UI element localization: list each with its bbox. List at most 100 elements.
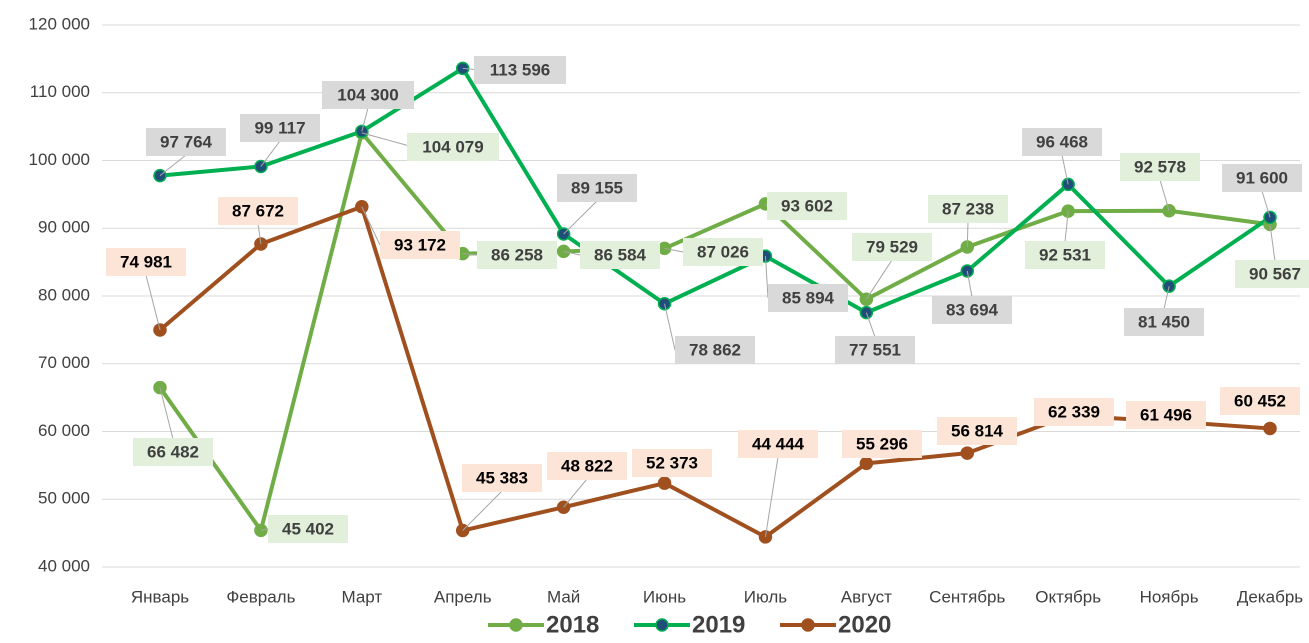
label-box — [268, 515, 348, 543]
x-tick-label: Декабрь — [1237, 587, 1303, 606]
data-label: 104 079 — [422, 137, 483, 156]
data-label: 89 155 — [571, 178, 623, 197]
data-label: 52 373 — [646, 453, 698, 472]
leader-line — [764, 256, 769, 299]
data-label: 56 814 — [951, 421, 1004, 440]
leader-line — [1159, 179, 1170, 211]
data-label: 45 383 — [476, 468, 528, 487]
data-label: 60 452 — [1234, 391, 1286, 410]
legend-marker — [801, 618, 815, 632]
leader-line — [1064, 211, 1069, 243]
data-label: 97 764 — [160, 132, 213, 151]
y-tick-label: 50 000 — [38, 489, 90, 508]
label-box — [474, 56, 566, 84]
data-label: 87 672 — [232, 201, 284, 220]
leader-line — [462, 253, 478, 256]
label-box — [106, 248, 186, 276]
label-box — [683, 238, 763, 266]
label-box — [322, 81, 414, 109]
label-box — [675, 336, 755, 364]
leader-line — [462, 490, 503, 531]
x-tick-label: Сентябрь — [929, 587, 1005, 606]
x-tick-label: Июль — [744, 587, 788, 606]
leader-line — [257, 223, 262, 245]
label-box — [1120, 153, 1200, 181]
point-marker — [1263, 421, 1277, 436]
legend-label: 2020 — [838, 611, 891, 638]
label-box — [547, 452, 627, 480]
leader-line — [563, 478, 588, 508]
y-tick-label: 120 000 — [29, 14, 90, 33]
y-tick-label: 70 000 — [38, 353, 90, 372]
data-label: 66 482 — [147, 442, 199, 461]
point-marker — [859, 456, 874, 471]
data-label: 92 531 — [1039, 245, 1091, 264]
leader-line — [260, 528, 269, 531]
data-label: 99 117 — [254, 118, 305, 137]
data-label: 86 584 — [594, 245, 647, 264]
data-label: 90 567 — [1249, 264, 1301, 283]
leader-line — [361, 107, 369, 132]
legend-marker — [655, 618, 669, 632]
legend-label: 2018 — [546, 611, 599, 638]
label-box — [580, 241, 660, 269]
label-box — [932, 296, 1012, 324]
label-box — [768, 284, 848, 312]
x-tick-label: Ноябрь — [1140, 587, 1199, 606]
y-tick-label: 80 000 — [38, 285, 90, 304]
leader-line — [260, 140, 281, 167]
label-box — [218, 197, 298, 225]
data-label: 93 172 — [394, 235, 446, 254]
y-tick-label: 60 000 — [38, 421, 90, 440]
y-tick-label: 40 000 — [38, 556, 90, 575]
leader-line — [865, 312, 876, 338]
data-label: 78 862 — [689, 340, 741, 359]
data-label: 87 238 — [942, 199, 994, 218]
series-line — [158, 130, 1271, 533]
leader-line — [159, 154, 187, 177]
label-box — [1235, 260, 1309, 288]
data-label: 104 300 — [337, 85, 398, 104]
label-box — [240, 114, 320, 142]
data-label: 83 694 — [946, 300, 999, 319]
label-box — [462, 464, 542, 492]
label-box — [767, 192, 847, 220]
leader-line — [966, 221, 969, 247]
y-tick-label: 110 000 — [30, 82, 90, 101]
leader-line — [664, 247, 684, 253]
data-label: 61 496 — [1140, 405, 1192, 424]
data-label: 55 296 — [856, 434, 908, 453]
data-label: 44 444 — [752, 434, 805, 453]
data-label: 86 258 — [491, 245, 543, 264]
y-tick-label: 100 000 — [29, 150, 90, 169]
legend-marker — [509, 618, 523, 632]
data-label: 77 551 — [849, 340, 901, 359]
data-label: 62 339 — [1048, 402, 1100, 421]
label-box — [1025, 241, 1105, 269]
x-tick-label: Февраль — [226, 587, 295, 606]
label-box — [1034, 398, 1114, 426]
point-marker — [960, 446, 975, 460]
leader-line — [764, 456, 779, 537]
x-tick-label: Март — [341, 587, 382, 606]
leader-line — [1261, 190, 1271, 218]
label-box — [407, 133, 499, 161]
x-tick-label: Январь — [131, 587, 189, 606]
leader-line — [966, 270, 973, 298]
leader-line — [361, 132, 414, 148]
leader-line — [1269, 224, 1276, 262]
leader-line — [765, 203, 768, 207]
label-box — [557, 174, 637, 202]
data-label: 74 981 — [120, 252, 172, 271]
label-box — [1222, 164, 1302, 192]
x-tick-label: Июнь — [643, 587, 686, 606]
x-tick-label: Май — [547, 587, 580, 606]
label-box — [477, 241, 557, 269]
data-label: 93 602 — [781, 196, 833, 215]
label-box — [133, 438, 213, 466]
data-label: 92 578 — [1134, 157, 1186, 176]
label-box — [1220, 387, 1300, 415]
data-label: 45 402 — [282, 519, 334, 538]
data-label: 87 026 — [697, 242, 749, 261]
